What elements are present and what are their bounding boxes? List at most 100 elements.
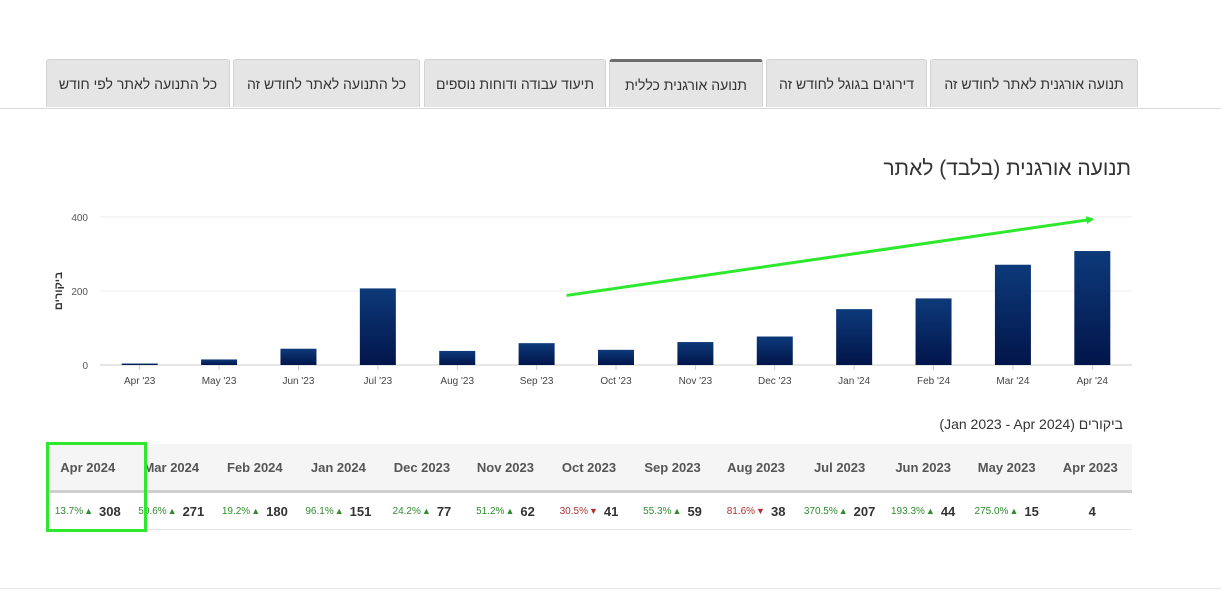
change-percent: 55.3% — [643, 505, 672, 517]
column-header: Jun 2023 — [895, 459, 951, 475]
column-header: Aug 2023 — [727, 459, 785, 475]
change-percent: 13.7% — [54, 505, 84, 517]
x-tick-label: Feb '24 — [917, 376, 950, 387]
x-tick-label: Dec '23 — [758, 376, 792, 387]
change-percent: 30.5% — [559, 505, 588, 517]
column-header: Dec 2023 — [393, 459, 451, 475]
column-header: Jan 2024 — [310, 459, 366, 475]
triangle-up-icon: ▲ — [672, 506, 682, 516]
table-cell: 193.3% ▲ 44 — [881, 493, 965, 529]
tab-4[interactable]: תיעוד עבודה ודוחות נוספים — [424, 59, 606, 107]
column-header: Sep 2023 — [644, 459, 701, 475]
table-cell: 275.0% ▲ 15 — [965, 493, 1049, 529]
x-tick-label: Jan '24 — [838, 376, 870, 387]
y-tick-label: 400 — [71, 213, 88, 224]
y-tick-label: 0 — [82, 361, 88, 372]
change-percent: 96.1% — [305, 505, 334, 517]
change-percent: 24.2% — [392, 505, 421, 517]
visit-count: 271 — [182, 503, 205, 519]
column-header: Apr 2023 — [1062, 459, 1118, 475]
visits-table: Apr 2024 Mar 2024 Feb 2024 Jan 2024 Dec 2023… — [46, 444, 1132, 530]
x-tick-label: Oct '23 — [600, 376, 632, 387]
triangle-up-icon: ▲ — [838, 506, 848, 516]
y-tick-label: 200 — [71, 287, 88, 298]
change-percent: 275.0% — [974, 505, 1009, 517]
column-header: Nov 2023 — [476, 459, 534, 475]
triangle-down-icon: ▼ — [588, 506, 598, 516]
table-cell: 24.2% ▲ 77 — [380, 493, 464, 529]
table-cell: 55.3% ▲ 59 — [631, 493, 715, 529]
x-tick-label: Aug '23 — [440, 376, 474, 387]
column-header: Apr 2024 — [60, 459, 116, 475]
bar — [756, 336, 793, 365]
table-cell: 51.2% ▲ 62 — [464, 493, 548, 529]
table-cell: 370.5% ▲ 207 — [798, 493, 882, 529]
organic-traffic-bar-chart: 0 200 400 ביקורים Apr '23 May '23 Jun '23 Jul '… — [53, 213, 1132, 387]
visit-count: 62 — [520, 503, 535, 519]
bar — [598, 349, 634, 365]
tab-6[interactable]: כל התנועה לאתר לפי חודש — [46, 59, 230, 107]
table-row: 13.7% ▲ 308 50.6% ▲ 271 19.2% ▲ 180 96.1% ▲ 151 24.2… — [46, 493, 1132, 530]
table-cell: 30.5% ▼ 41 — [547, 493, 631, 529]
tab-1[interactable]: תנועה אורגנית לאתר לחודש זה — [930, 59, 1138, 107]
change-percent: 19.2% — [221, 505, 251, 517]
change-percent: 370.5% — [803, 505, 838, 517]
table-cell: 50.6% ▲ 271 — [130, 493, 214, 529]
tab-2[interactable]: דירוגים בגוגל לחודש זה — [766, 59, 927, 107]
tab-bar: תנועה אורגנית לאתר לחודש זה דירוגים בגוגל… — [0, 0, 1221, 109]
table-cell: 96.1% ▲ 151 — [297, 493, 381, 529]
visit-count: 77 — [436, 503, 452, 519]
triangle-up-icon: ▲ — [167, 506, 177, 516]
table-cell: 4 — [1048, 493, 1132, 529]
tab-3[interactable]: תנועה אורגנית כללית — [609, 59, 763, 107]
change-percent: 50.6% — [138, 505, 167, 517]
triangle-up-icon: ▲ — [505, 506, 515, 516]
x-tick-label: Nov '23 — [679, 376, 713, 387]
column-header: Jul 2023 — [813, 459, 866, 475]
x-tick-label: Apr '24 — [1077, 376, 1109, 387]
trend-arrow — [566, 216, 1095, 297]
column-header: Oct 2023 — [561, 459, 617, 475]
visit-count: 44 — [940, 503, 956, 519]
visit-count: 4 — [1088, 503, 1096, 519]
table-cell: 19.2% ▲ 180 — [213, 493, 297, 529]
bar — [518, 343, 555, 365]
column-header: Feb 2024 — [227, 459, 283, 475]
x-tick-label: Apr '23 — [124, 376, 156, 387]
visit-count: 41 — [603, 503, 619, 519]
visit-count: 151 — [349, 503, 372, 519]
table-cell: 81.6% ▼ 38 — [714, 493, 798, 529]
chart-title: תנועה אורגנית (בלבד) לאתר — [883, 157, 1131, 180]
bar — [439, 350, 476, 365]
table-range-title: ביקורים (Jan 2023 - Apr 2024) — [939, 416, 1123, 432]
x-tick-label: May '23 — [202, 376, 237, 387]
change-percent: 51.2% — [476, 505, 505, 517]
triangle-down-icon: ▼ — [756, 506, 765, 516]
table-cell: 13.7% ▲ 308 — [46, 493, 130, 529]
table-header-row: Apr 2024 Mar 2024 Feb 2024 Jan 2024 Dec 2023… — [46, 444, 1132, 493]
triangle-up-icon: ▲ — [251, 506, 261, 516]
bar — [280, 348, 317, 365]
x-tick-label: Jun '23 — [282, 376, 314, 387]
triangle-up-icon: ▲ — [334, 506, 344, 516]
visit-count: 207 — [853, 503, 876, 519]
bar — [359, 288, 396, 365]
visit-count: 308 — [99, 503, 121, 519]
x-tick-label: Sep '23 — [520, 376, 554, 387]
tab-5[interactable]: כל התנועה לאתר לחודש זה — [233, 59, 420, 107]
change-percent: 193.3% — [890, 505, 925, 517]
y-axis-label: ביקורים — [53, 272, 65, 310]
divider — [0, 588, 1221, 589]
bar — [677, 342, 714, 365]
bar — [1074, 251, 1111, 365]
triangle-up-icon: ▲ — [421, 506, 431, 516]
bar — [915, 298, 952, 365]
triangle-up-icon: ▲ — [925, 506, 935, 516]
bar — [994, 264, 1031, 365]
triangle-up-icon: ▲ — [1009, 506, 1019, 516]
visit-count: 15 — [1024, 503, 1039, 519]
visit-count: 59 — [687, 503, 702, 519]
x-tick-label: Mar '24 — [996, 376, 1029, 387]
bar — [121, 363, 158, 365]
x-tick-label: Jul '23 — [364, 376, 393, 387]
